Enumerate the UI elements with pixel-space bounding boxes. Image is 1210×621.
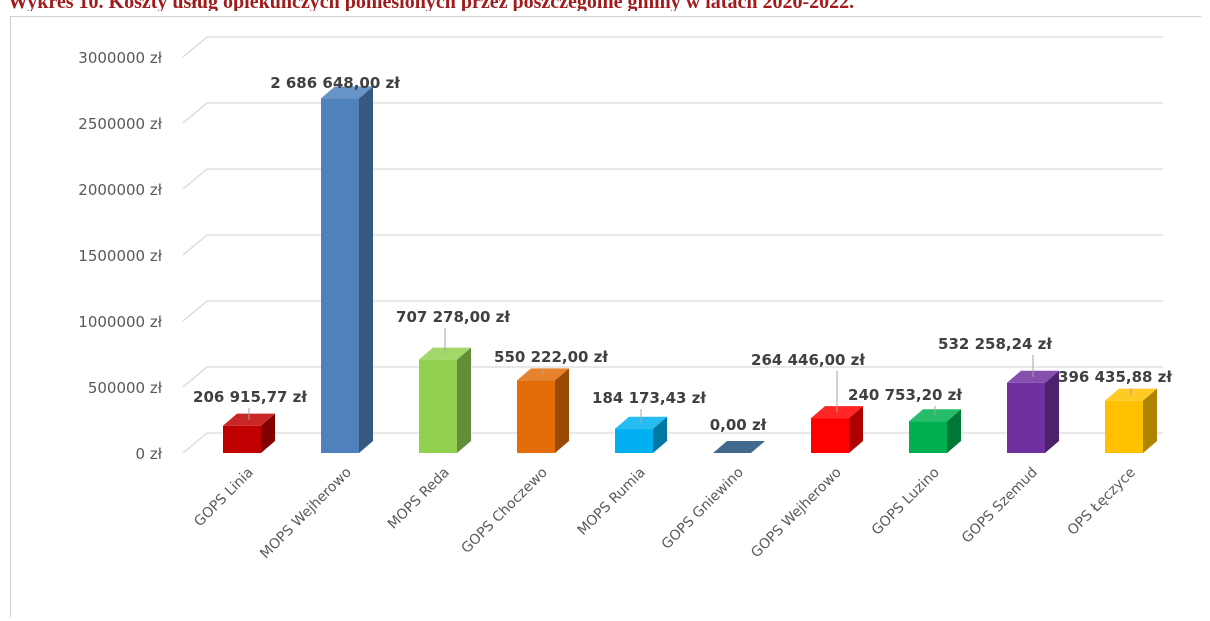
data-label: 396 435,88 zł <box>1058 368 1172 386</box>
bar-top <box>321 86 373 99</box>
gridline-slant <box>182 102 208 124</box>
x-tick-label: GOPS Choczewo <box>459 465 551 557</box>
bar <box>615 428 653 453</box>
y-tick-label: 0 zł <box>136 445 163 463</box>
x-tick-label: MOPS Rumia <box>575 465 649 539</box>
bar <box>321 98 359 454</box>
bar-side <box>1045 370 1059 453</box>
gridline-slant <box>182 36 208 58</box>
bar-top <box>713 441 765 453</box>
x-tick-label: OPS Łęczyce <box>1065 465 1139 539</box>
data-label: 550 222,00 zł <box>494 348 608 366</box>
x-tick-label: GOPS Luzino <box>869 465 943 539</box>
gridline-slant <box>182 300 208 322</box>
x-tick-label: GOPS Linia <box>191 465 257 531</box>
x-tick-label: GOPS Gniewino <box>659 465 747 553</box>
y-tick-label: 1000000 zł <box>78 313 162 331</box>
bar <box>419 359 457 453</box>
gridline-slant <box>182 234 208 256</box>
bar <box>811 418 849 453</box>
data-label: 0,00 zł <box>710 416 767 434</box>
data-label: 707 278,00 zł <box>396 308 510 326</box>
bar-side <box>555 368 569 453</box>
data-label: 184 173,43 zł <box>592 389 706 407</box>
bar <box>517 380 555 453</box>
data-label: 264 446,00 zł <box>751 351 865 369</box>
bar-side <box>653 416 667 453</box>
bar-side <box>1143 388 1157 453</box>
bar <box>223 425 261 453</box>
x-tick-label: MOPS Reda <box>385 465 453 533</box>
data-label: 532 258,24 zł <box>938 335 1052 353</box>
bar-side <box>359 86 373 454</box>
bar <box>1007 382 1045 453</box>
y-tick-label: 2000000 zł <box>78 181 162 199</box>
data-label: 2 686 648,00 zł <box>270 74 400 92</box>
bar-side <box>457 347 471 453</box>
bar <box>1105 400 1143 453</box>
chart-frame <box>10 16 1201 617</box>
y-tick-label: 1500000 zł <box>78 247 162 265</box>
x-tick-label: MOPS Wejherowo <box>257 465 355 563</box>
x-tick-label: GOPS Wejherowo <box>748 465 845 562</box>
gridline-slant <box>182 432 208 454</box>
data-label: 240 753,20 zł <box>848 386 962 404</box>
data-label: 206 915,77 zł <box>193 388 307 406</box>
gridline-slant <box>182 366 208 388</box>
y-tick-label: 2500000 zł <box>78 115 162 133</box>
gridline-slant <box>182 168 208 190</box>
x-tick-label: GOPS Szemud <box>959 465 1041 547</box>
y-tick-label: 3000000 zł <box>78 49 162 67</box>
bar-side <box>947 409 961 453</box>
bar <box>909 421 947 453</box>
bar-side <box>261 413 275 453</box>
chart-caption: Wykres 10. Koszty usług opiekuńczych pon… <box>8 0 855 11</box>
y-tick-label: 500000 zł <box>88 379 163 397</box>
bar-side <box>849 406 863 453</box>
